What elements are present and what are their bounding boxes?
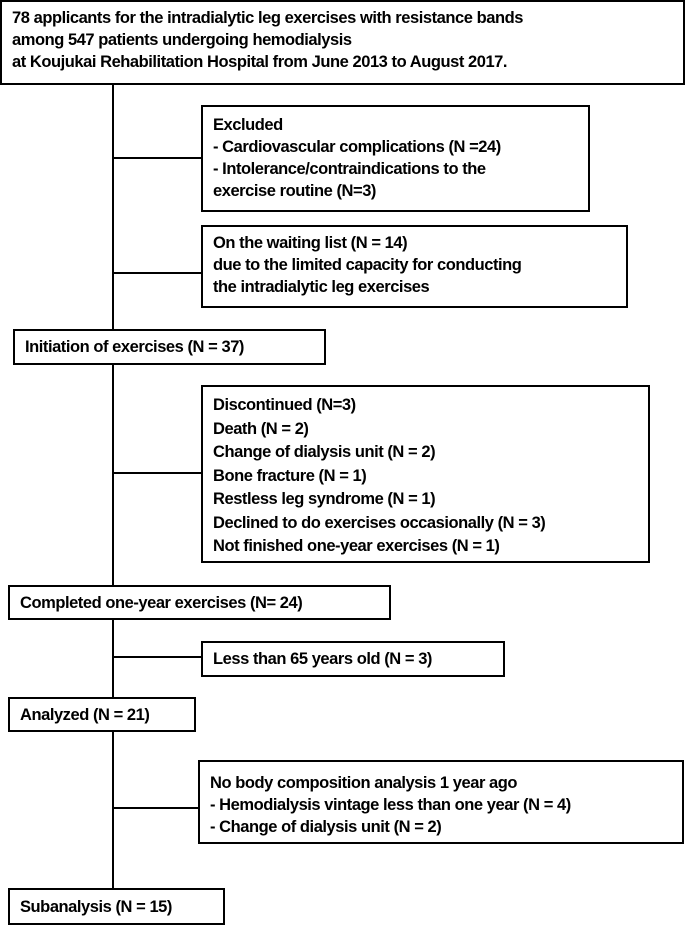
age-excluded-box: Less than 65 years old (N = 3): [201, 641, 505, 677]
waiting-line: due to the limited capacity for conducti…: [213, 256, 522, 274]
subanalysis-text: Subanalysis (N = 15): [20, 898, 172, 916]
discontinued-line: Change of dialysis unit (N = 2): [213, 443, 436, 461]
waiting-list-box: On the waiting list (N = 14) due to the …: [201, 225, 628, 308]
no-body-comp-line: No body composition analysis 1 year ago: [210, 774, 518, 792]
completed-box: Completed one-year exercises (N= 24): [8, 585, 391, 620]
enrollment-line: 78 applicants for the intradialytic leg …: [12, 9, 523, 27]
enrollment-box: 78 applicants for the intradialytic leg …: [0, 0, 685, 85]
analyzed-box: Analyzed (N = 21): [8, 697, 196, 732]
analyzed-text: Analyzed (N = 21): [20, 706, 150, 724]
waiting-line: On the waiting list (N = 14): [213, 234, 408, 252]
no-body-composition-box: No body composition analysis 1 year ago …: [198, 760, 684, 844]
discontinued-line: Restless leg syndrome (N = 1): [213, 490, 436, 508]
discontinued-line: Discontinued (N=3): [213, 396, 356, 414]
excluded-line: exercise routine (N=3): [213, 182, 376, 200]
age-excluded-text: Less than 65 years old (N = 3): [213, 650, 432, 668]
discontinued-line: Not finished one-year exercises (N = 1): [213, 537, 500, 555]
no-body-comp-line: - Change of dialysis unit (N = 2): [210, 818, 442, 836]
excluded-box: Excluded - Cardiovascular complications …: [201, 105, 590, 212]
subanalysis-box: Subanalysis (N = 15): [8, 888, 225, 925]
no-body-comp-line: - Hemodialysis vintage less than one yea…: [210, 796, 571, 814]
enrollment-line: among 547 patients undergoing hemodialys…: [12, 31, 352, 49]
initiation-text: Initiation of exercises (N = 37): [25, 338, 244, 356]
waiting-line: the intradialytic leg exercises: [213, 278, 430, 296]
discontinued-line: Bone fracture (N = 1): [213, 466, 367, 485]
completed-text: Completed one-year exercises (N= 24): [20, 594, 303, 612]
excluded-line: Excluded: [213, 116, 283, 134]
enrollment-line: at Koujukai Rehabilitation Hospital from…: [12, 53, 508, 71]
excluded-line: - Cardiovascular complications (N =24): [213, 138, 501, 156]
initiation-box: Initiation of exercises (N = 37): [13, 329, 326, 365]
excluded-line: - Intolerance/contraindications to the: [213, 160, 486, 178]
discontinued-line: Death (N = 2): [213, 419, 309, 438]
discontinued-box: Discontinued (N=3) Death (N = 2) Change …: [201, 385, 650, 563]
discontinued-line: Declined to do exercises occasionally (N…: [213, 513, 546, 532]
